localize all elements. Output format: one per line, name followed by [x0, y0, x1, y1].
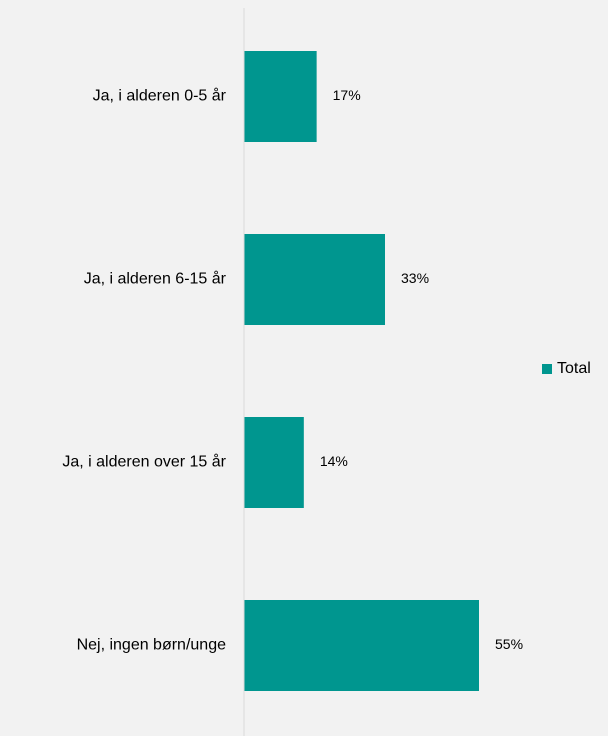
legend-swatch — [542, 364, 552, 374]
value-label: 33% — [401, 270, 429, 286]
bar — [244, 417, 304, 508]
category-label: Ja, i alderen 6-15 år — [84, 270, 227, 288]
category-label: Ja, i alderen over 15 år — [62, 453, 226, 471]
category-label: Nej, ingen børn/unge — [77, 637, 227, 654]
value-label: 55% — [495, 636, 523, 652]
value-label: 17% — [333, 87, 361, 103]
value-label: 14% — [320, 453, 348, 469]
bar — [244, 600, 479, 691]
bar — [244, 234, 385, 325]
bar — [244, 51, 317, 142]
legend-label: Total — [557, 360, 591, 377]
category-label: Ja, i alderen 0-5 år — [93, 87, 227, 105]
